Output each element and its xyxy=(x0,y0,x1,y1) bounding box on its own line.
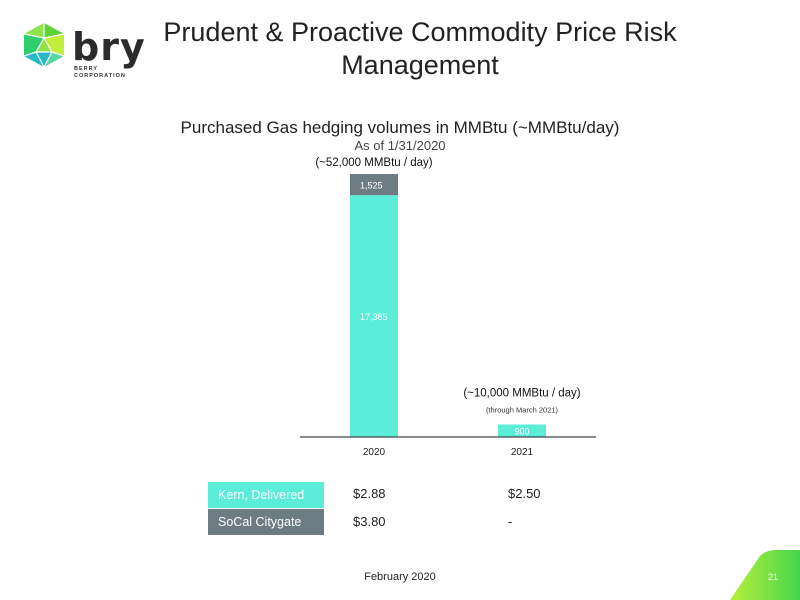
page-title-line2: Management xyxy=(341,50,499,80)
price-socal-2020: $3.80 xyxy=(353,514,386,529)
bar-2020-kern-delivered xyxy=(350,195,398,437)
legend-kern-delivered: Kern, Delivered xyxy=(208,482,324,508)
annotation-2020: (~52,000 MMBtu / day) xyxy=(315,157,432,169)
data-label-2020-1: 1,525 xyxy=(360,181,383,191)
page-title-line1: Prudent & Proactive Commodity Price Risk xyxy=(163,17,677,47)
logo-sub-line2: CORPORATION xyxy=(74,73,126,79)
logo-subtext: BERRY CORPORATION xyxy=(74,66,134,80)
annotation-note-2021: (through March 2021) xyxy=(486,405,559,414)
icosahedron-logo-icon xyxy=(23,23,65,69)
page-title: Prudent & Proactive Commodity Price Risk… xyxy=(140,16,700,82)
corner-accent-shape xyxy=(730,550,800,600)
chart-title: Purchased Gas hedging volumes in MMBtu (… xyxy=(180,118,620,137)
chart-subtitle: As of 1/31/2020 xyxy=(354,138,446,153)
logo-wordmark: bry xyxy=(72,25,146,69)
data-label-2021-0: 900 xyxy=(514,427,529,437)
price-kern-2021: $2.50 xyxy=(508,486,541,501)
price-socal-2021: - xyxy=(508,514,513,529)
logo-sub-line1: BERRY xyxy=(74,66,99,72)
bar-2021-kern-delivered xyxy=(498,424,546,437)
footer-date: February 2020 xyxy=(364,571,436,583)
annotation-2021: (~10,000 MMBtu / day) xyxy=(463,387,580,399)
berry-logo: bry BERRY CORPORATION xyxy=(22,22,145,79)
bar-2020-socal-citygate xyxy=(350,174,398,196)
data-label-2020-0: 17,385 xyxy=(360,312,388,322)
price-kern-2020: $2.88 xyxy=(353,486,386,501)
legend-socal-citygate: SoCal Citygate xyxy=(208,509,324,535)
page-number: 21 xyxy=(768,572,779,582)
x-tick-label-2020: 2020 xyxy=(363,447,386,458)
x-tick-label-2021: 2021 xyxy=(511,447,534,458)
